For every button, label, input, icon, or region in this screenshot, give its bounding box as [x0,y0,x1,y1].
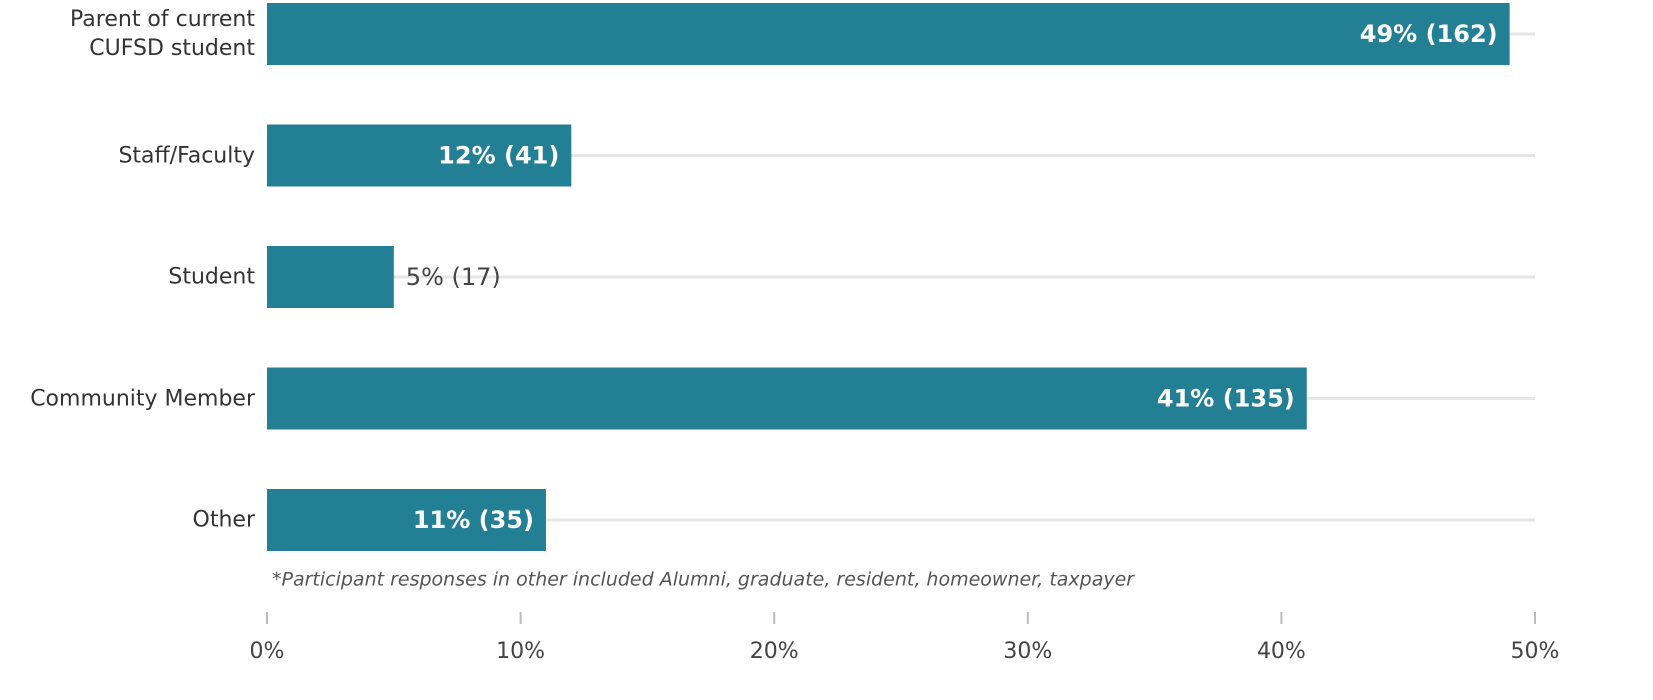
value-label: 5% (17) [406,263,501,291]
value-label: 49% (162) [1360,20,1498,48]
bar [267,124,572,187]
category-label: Parent of current CUFSD student [70,7,255,61]
bar [267,246,394,308]
bar [267,3,1510,65]
x-tick-label: 40% [1257,639,1306,664]
bar [267,367,1307,430]
value-label: 12% (41) [438,142,559,170]
category-label: Student [168,264,255,290]
category-label: Staff/Faculty [118,143,255,168]
bar [267,489,546,551]
value-label: 11% (35) [413,506,534,534]
x-tick-label: 10% [496,639,545,664]
x-tick-label: 20% [750,639,799,664]
category-label: Community Member [30,386,255,411]
annotation: *Participant responses in other included… [272,569,1135,591]
x-tick-label: 0% [250,639,285,664]
x-tick-label: 30% [1003,639,1052,664]
value-label: 41% (135) [1157,385,1295,413]
x-tick-label: 50% [1511,639,1560,664]
category-label: Other [192,507,255,533]
